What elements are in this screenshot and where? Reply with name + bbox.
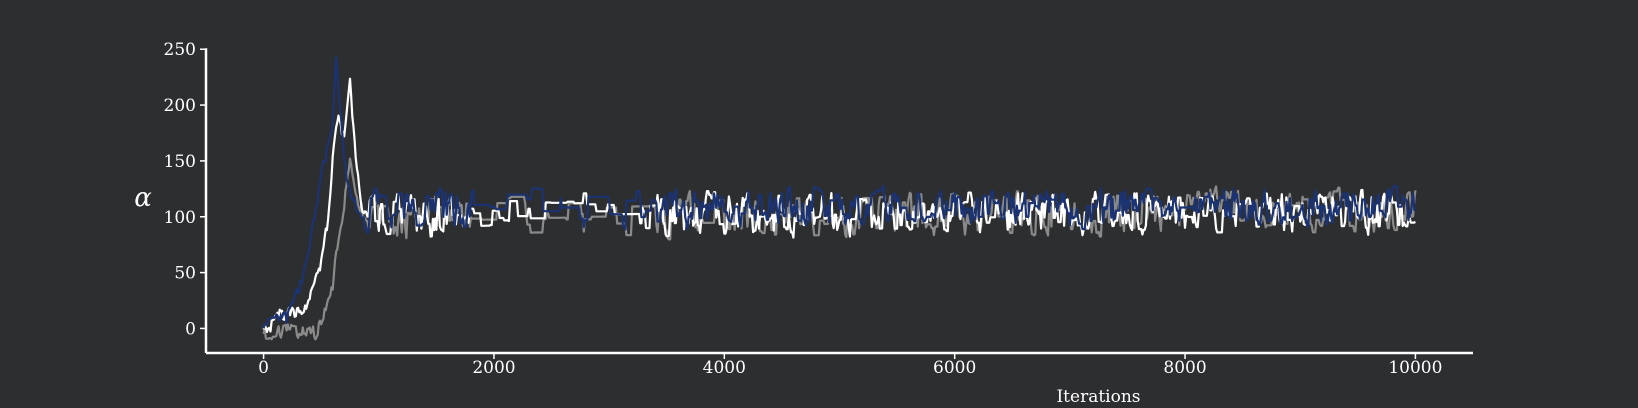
y-tick-label: 0 (185, 319, 196, 339)
y-ticks: 0 50 100 150 200 250 (164, 40, 206, 339)
x-axis-label: Iterations (1056, 387, 1140, 403)
x-tick-label: 0 (258, 358, 269, 378)
x-tick-label: 6000 (933, 358, 976, 378)
x-tick-label: 2000 (472, 358, 515, 378)
y-tick-label: 100 (164, 208, 196, 228)
y-tick-label: 200 (164, 96, 196, 116)
x-ticks: 0 2000 4000 6000 8000 10000 (258, 353, 1442, 378)
y-tick-label: 50 (174, 264, 196, 284)
series-layer (262, 56, 1417, 341)
series-line-3 (262, 56, 1416, 329)
y-tick-label: 250 (164, 40, 196, 60)
x-tick-label: 8000 (1163, 358, 1206, 378)
x-tick-label: 4000 (703, 358, 746, 378)
series-line-1 (262, 157, 1417, 341)
y-tick-label: 150 (164, 152, 196, 172)
x-tick-label: 10000 (1388, 358, 1442, 378)
axes-layer: 0 2000 4000 6000 8000 10000 0 50 100 150 200 250 (164, 40, 1473, 378)
y-axis-label: α (134, 183, 152, 213)
